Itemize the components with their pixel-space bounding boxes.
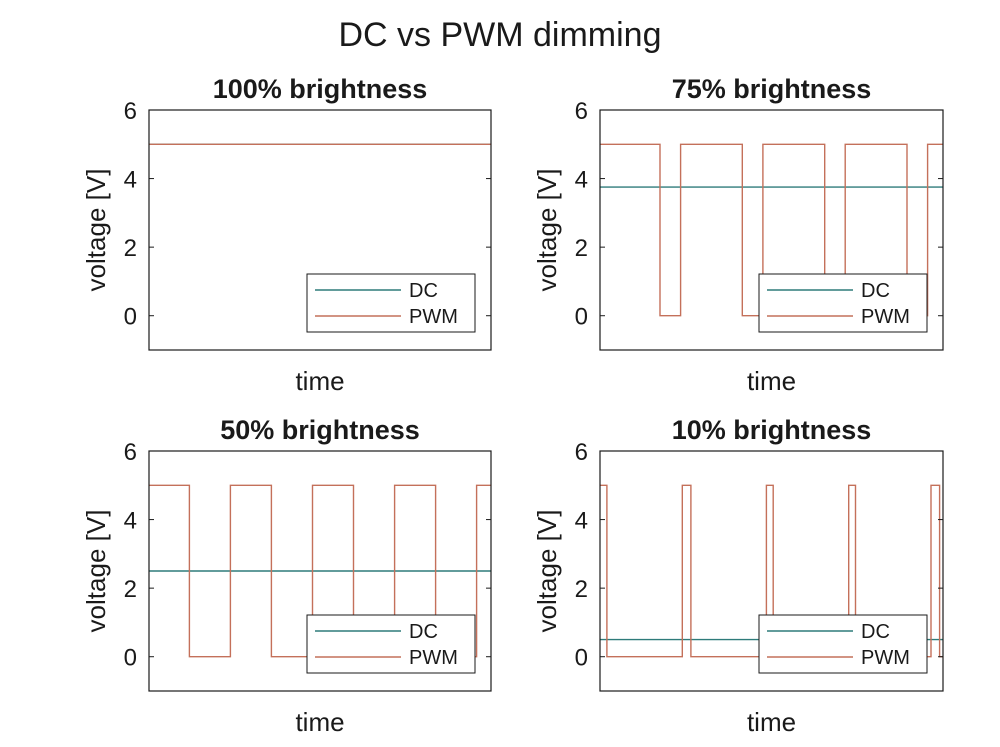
subplot-title: 10% brightness — [672, 415, 872, 445]
legend: DC PWM — [306, 614, 476, 674]
subplot-1: 100% brightness 0 2 4 6 time voltage [V] DC PWM — [81, 74, 492, 396]
legend-box — [306, 273, 476, 333]
y-tick-label: 6 — [575, 98, 588, 125]
axes-box — [599, 109, 944, 351]
subplot-2: 75% brightness 0 2 4 6 time voltage [V] DC PWM — [532, 74, 944, 396]
y-tick-label: 2 — [575, 235, 588, 262]
legend-label-dc: DC — [409, 280, 438, 302]
y-tick-label: 0 — [575, 304, 588, 331]
y-tick-label: 0 — [124, 304, 137, 331]
y-tick-label: 4 — [124, 167, 137, 194]
y-tick-label: 6 — [575, 439, 588, 466]
legend-box — [758, 614, 928, 674]
series-line-pwm — [600, 484, 943, 658]
subplot-title: 75% brightness — [672, 74, 872, 104]
figure-title: DC vs PWM dimming — [338, 16, 662, 54]
subplot-title: 50% brightness — [220, 415, 420, 445]
subplot-4: 10% brightness 0 2 4 6 time voltage [V] DC PWM — [532, 415, 944, 737]
legend-label-pwm: PWM — [409, 306, 458, 328]
legend-label-pwm: PWM — [861, 306, 910, 328]
y-tick-label: 4 — [575, 167, 588, 194]
subplot-title: 100% brightness — [213, 74, 428, 104]
y-axis-label: voltage [V] — [81, 510, 111, 633]
y-tick-label: 0 — [575, 645, 588, 672]
y-axis-label: voltage [V] — [532, 169, 562, 292]
y-tick-label: 4 — [124, 508, 137, 535]
legend: DC PWM — [306, 273, 476, 333]
legend-box — [758, 273, 928, 333]
legend-box — [306, 614, 476, 674]
legend-label-dc: DC — [861, 280, 890, 302]
legend-label-dc: DC — [861, 621, 890, 643]
legend: DC PWM — [758, 614, 928, 674]
y-tick-label: 2 — [124, 235, 137, 262]
y-tick-label: 6 — [124, 98, 137, 125]
legend-label-dc: DC — [409, 621, 438, 643]
x-axis-label: time — [295, 707, 344, 737]
y-tick-label: 2 — [124, 576, 137, 603]
axes-box — [148, 109, 492, 351]
y-tick-label: 6 — [124, 439, 137, 466]
y-tick-label: 2 — [575, 576, 588, 603]
axes-box — [148, 450, 492, 692]
x-axis-label: time — [295, 366, 344, 396]
x-axis-label: time — [747, 707, 796, 737]
subplot-3: 50% brightness 0 2 4 6 time voltage [V] DC PWM — [81, 415, 492, 737]
axes-box — [599, 450, 944, 692]
y-tick-label: 0 — [124, 645, 137, 672]
y-tick-label: 4 — [575, 508, 588, 535]
y-axis-label: voltage [V] — [81, 169, 111, 292]
legend-label-pwm: PWM — [409, 647, 458, 669]
x-axis-label: time — [747, 366, 796, 396]
y-axis-label: voltage [V] — [532, 510, 562, 633]
legend: DC PWM — [758, 273, 928, 333]
legend-label-pwm: PWM — [861, 647, 910, 669]
